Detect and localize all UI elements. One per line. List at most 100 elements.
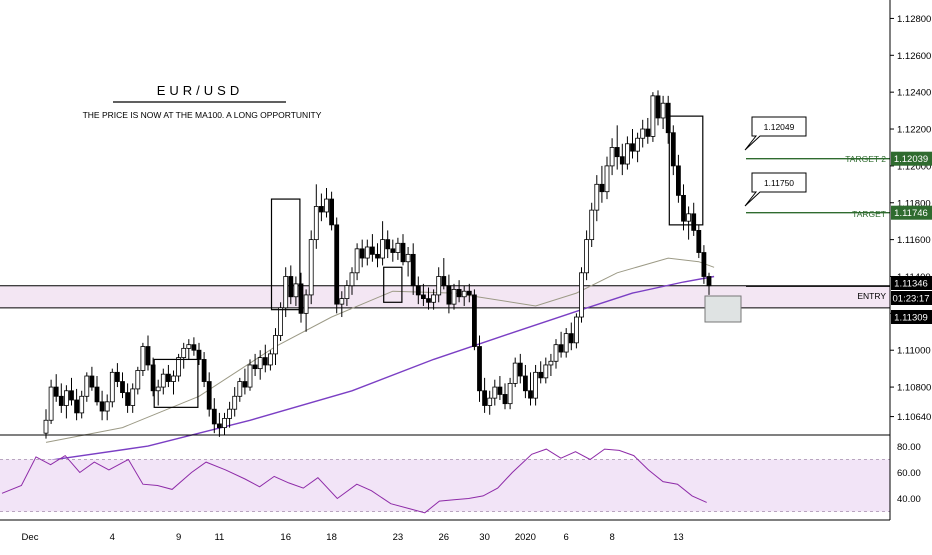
candle-body <box>171 375 176 382</box>
candle-body <box>466 290 472 296</box>
candle <box>64 385 69 419</box>
candle-body <box>390 248 396 253</box>
badge-target2: 1.12039 <box>891 151 932 166</box>
price-tick-label: 1.11800 <box>897 198 931 209</box>
candle <box>99 390 105 421</box>
candle <box>446 274 452 314</box>
candle <box>492 379 498 406</box>
candle-body <box>150 364 156 392</box>
candle <box>426 287 431 310</box>
entry-box <box>704 295 742 323</box>
candle-body <box>553 344 559 362</box>
candle-body <box>558 344 564 353</box>
candle <box>528 372 533 406</box>
candle-body <box>625 143 630 165</box>
candle-body <box>237 381 243 397</box>
candle <box>186 339 192 360</box>
candle <box>237 377 243 402</box>
candle-body <box>334 224 340 305</box>
candle <box>558 331 564 358</box>
candle <box>599 165 605 203</box>
candle-body <box>89 375 95 388</box>
candle <box>181 342 187 369</box>
candle <box>538 361 544 384</box>
entry-zone-band <box>0 285 890 308</box>
candle-body <box>635 137 640 152</box>
candle <box>283 267 289 318</box>
candle-body <box>227 408 233 419</box>
rsi-tick-label: 80.00 <box>897 442 921 453</box>
badge-countdown-bg <box>891 291 932 305</box>
candle <box>329 191 335 231</box>
candle <box>466 283 472 303</box>
candle-body <box>706 276 712 287</box>
price-tick-label: 1.12800 <box>897 14 931 25</box>
candle-body <box>191 344 197 351</box>
candle-body <box>211 408 217 425</box>
candle <box>691 202 697 236</box>
candle <box>512 357 518 388</box>
candle <box>619 143 625 176</box>
price-tick-label: 1.10640 <box>897 412 931 423</box>
candle-body <box>548 360 554 366</box>
candle-body <box>324 198 329 213</box>
candle-body <box>594 183 600 211</box>
candle-body <box>339 298 345 305</box>
time-tick-label: 30 <box>479 532 490 543</box>
candle <box>115 363 120 388</box>
candle <box>79 390 85 419</box>
candle <box>553 339 559 369</box>
candle <box>630 129 635 159</box>
candle-body <box>155 386 161 392</box>
candle <box>171 370 176 395</box>
candle <box>196 342 202 365</box>
candle-body <box>681 194 686 222</box>
callout-target2: 1.12049 <box>744 116 807 151</box>
candle-body <box>232 395 238 410</box>
time-tick-label: 18 <box>326 532 337 543</box>
candle <box>257 350 263 380</box>
candle-body <box>574 316 579 344</box>
candle <box>579 267 584 323</box>
candle <box>227 401 233 428</box>
candle-body <box>109 371 115 403</box>
candle <box>665 95 671 144</box>
candle-body <box>609 147 615 167</box>
candle-body <box>385 239 391 250</box>
candle <box>650 92 656 142</box>
candle-body <box>160 373 166 388</box>
candle-body <box>278 307 284 336</box>
candle <box>686 206 691 240</box>
candle <box>247 359 253 391</box>
candle-body <box>446 285 452 305</box>
candle <box>604 156 610 200</box>
candle <box>676 154 681 203</box>
badge-last: 1.11346 <box>891 276 932 290</box>
candle <box>395 237 401 260</box>
candle-body <box>69 390 74 401</box>
candle-body <box>502 394 508 405</box>
candle <box>89 366 95 391</box>
candle-body <box>650 95 656 137</box>
candle <box>155 379 161 406</box>
candle-body <box>660 102 666 119</box>
chart-title: EUR/USD <box>157 83 244 98</box>
candle-body <box>528 390 533 399</box>
candle-body <box>380 239 386 259</box>
rsi-tick-label: 40.00 <box>897 494 921 505</box>
candle <box>635 132 640 163</box>
candle <box>385 230 391 259</box>
candle-body <box>696 230 702 253</box>
candle <box>533 364 538 406</box>
candle <box>681 184 686 231</box>
candle <box>267 350 273 371</box>
candle-body <box>303 294 309 314</box>
candle <box>517 353 523 384</box>
candle <box>568 322 574 351</box>
candle <box>120 372 125 399</box>
candle <box>670 125 676 176</box>
candle-body <box>482 390 488 406</box>
candle-body <box>426 298 431 303</box>
candle <box>339 291 345 318</box>
candle-body <box>349 272 355 287</box>
